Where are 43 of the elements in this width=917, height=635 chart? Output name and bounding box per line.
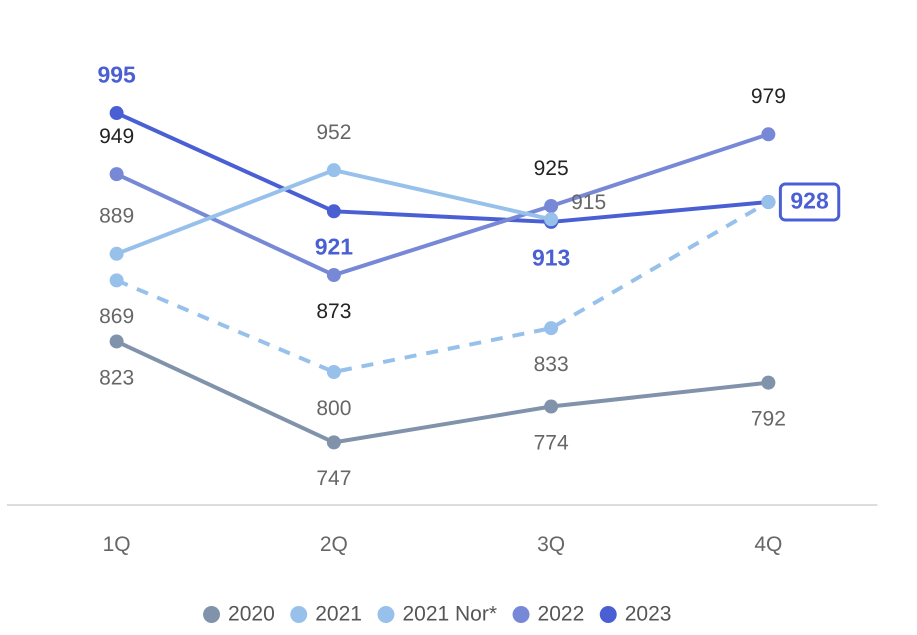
point [761, 376, 776, 390]
legend-label: 2023 [624, 602, 672, 626]
data-label: 921 [314, 234, 354, 260]
x-tick-label: 1Q [102, 533, 131, 556]
point [110, 246, 124, 261]
point [110, 106, 124, 120]
data-label: 800 [316, 396, 352, 420]
point [110, 167, 124, 182]
point [326, 268, 341, 282]
legend-label: 2022 [538, 602, 584, 626]
point [544, 321, 558, 336]
data-label: 928 [790, 187, 829, 214]
x-tick-label: 4Q [754, 533, 782, 556]
data-label: 823 [99, 366, 134, 390]
point [110, 334, 124, 348]
data-label: 747 [316, 467, 352, 490]
data-label: 869 [99, 305, 134, 328]
legend-label: 2021 [315, 602, 362, 626]
legend-label: 2020 [228, 602, 275, 626]
data-label: 925 [534, 156, 569, 180]
point [761, 127, 776, 142]
point [326, 163, 341, 178]
data-label: 873 [316, 300, 352, 323]
data-label: 995 [97, 61, 136, 88]
point [110, 273, 124, 288]
data-label: 952 [316, 120, 352, 144]
point [544, 199, 558, 213]
x-tick-label: 3Q [537, 533, 566, 556]
x-tick-label: 2Q [320, 533, 348, 556]
data-label: 774 [534, 431, 569, 454]
data-label: 889 [99, 204, 134, 228]
legend-label: 2021 Nor* [402, 602, 498, 626]
data-label: 792 [750, 407, 786, 430]
data-label: 979 [750, 85, 786, 108]
point [326, 365, 341, 379]
point [544, 212, 558, 226]
point [326, 435, 341, 450]
data-label: 913 [532, 244, 570, 270]
data-label: 833 [534, 352, 569, 376]
data-label: 915 [571, 191, 606, 214]
point [326, 204, 341, 218]
point [544, 400, 558, 414]
data-label: 949 [99, 124, 134, 148]
